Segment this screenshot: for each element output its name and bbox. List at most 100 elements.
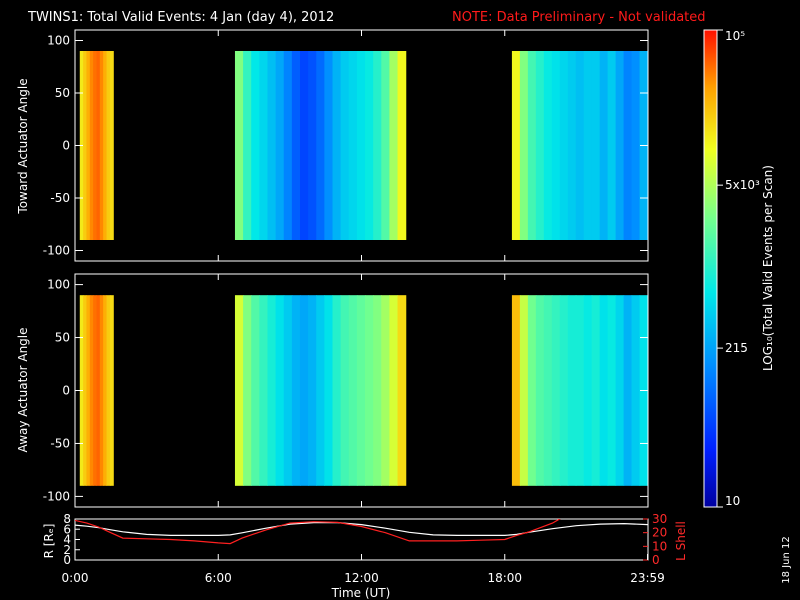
heatmap-cell [559, 295, 569, 486]
heatmap-cell [324, 51, 334, 240]
heatmap-cell [535, 295, 545, 486]
toward-heatmap-panel: 100 50 0 -50 -100 Toward Actuator Angle [16, 29, 649, 262]
heatmap-cell [299, 295, 309, 486]
heatmap-cell [251, 51, 260, 240]
preliminary-note: NOTE: Data Preliminary - Not validated [452, 10, 706, 25]
toward-y-axis-label: Toward Actuator Angle [16, 78, 30, 214]
heatmap-cell [381, 51, 391, 240]
heatmap-cell [389, 51, 399, 240]
colorbar-tick-label: 10⁵ [725, 29, 745, 43]
heatmap-cell [275, 51, 285, 240]
heatmap-cell [559, 51, 569, 240]
y-tick-label: -100 [43, 244, 70, 258]
heatmap-cell [348, 295, 358, 486]
heatmap-cell [83, 295, 88, 486]
colorbar-frame [703, 29, 718, 508]
heatmap-cell [591, 51, 601, 240]
heatmap-cell [631, 295, 641, 486]
l-shell-series-line [75, 519, 561, 545]
heatmap-cell [234, 295, 244, 486]
r-tick-label: 0 [63, 553, 71, 567]
away-heatmap-cells [79, 295, 649, 486]
colorbar-gradient [704, 30, 717, 507]
l-shell-tick-label: 10 [652, 539, 667, 553]
heatmap-cell [259, 51, 269, 240]
heatmap-cell [535, 51, 545, 240]
y-tick-label: 0 [62, 139, 70, 153]
x-tick-label: 18:00 [487, 571, 522, 585]
heatmap-cell [89, 295, 94, 486]
heatmap-cell [381, 295, 391, 486]
y-tick-label: 0 [62, 384, 70, 398]
heatmap-cell [591, 295, 601, 486]
heatmap-cell [99, 295, 104, 486]
colorbar-label: LOG₁₀(Total Valid Events per Scan) [761, 165, 775, 371]
colorbar-tick-label: 215 [725, 341, 748, 355]
heatmap-cell [308, 51, 317, 240]
heatmap-cell [623, 51, 633, 240]
heatmap-cell [99, 51, 104, 240]
heatmap-cell [251, 295, 260, 486]
r-tick-label: 4 [63, 533, 71, 547]
heatmap-cell [583, 295, 593, 486]
x-tick-label: 12:00 [344, 571, 379, 585]
heatmap-cell [365, 295, 374, 486]
heatmap-cell [348, 51, 358, 240]
away-heatmap-panel: 100 50 0 -50 -100 Away Actuator Angle [16, 273, 649, 508]
heatmap-cell [397, 295, 407, 486]
x-axis-label: Time (UT) [331, 586, 391, 600]
away-y-ticks: 100 50 0 -50 -100 [43, 274, 649, 507]
heatmap-cell [86, 51, 91, 240]
r-axis-label: R [Rₑ] [42, 524, 56, 559]
heatmap-cell [93, 295, 98, 486]
l-shell-tick-label: 30 [652, 512, 667, 526]
heatmap-cell [83, 51, 88, 240]
heatmap-cell [316, 51, 325, 240]
heatmap-cell [623, 295, 633, 486]
colorbar-ticks: 10 215 5x10³ 10⁵ [717, 29, 760, 508]
x-tick-label: 0:00 [62, 571, 89, 585]
y-tick-label: -50 [50, 191, 70, 205]
x-tick-label: 6:00 [205, 571, 232, 585]
heatmap-cell [267, 295, 277, 486]
toward-heatmap-cells [79, 51, 649, 240]
heatmap-cell [575, 295, 585, 486]
heatmap-cell [599, 51, 609, 240]
r-tick-label: 8 [63, 512, 71, 526]
heatmap-cell [551, 51, 561, 240]
heatmap-cell [631, 51, 641, 240]
heatmap-cell [356, 295, 366, 486]
heatmap-cell [103, 295, 108, 486]
heatmap-cell [340, 295, 350, 486]
heatmap-cell [511, 295, 521, 486]
y-tick-label: -50 [50, 436, 70, 450]
y-tick-label: 50 [55, 331, 70, 345]
toward-y-ticks: 100 50 0 -50 -100 [43, 30, 649, 261]
l-shell-tick-label: 20 [652, 526, 667, 540]
r-tick-label: 2 [63, 543, 71, 557]
heatmap-cell [551, 295, 561, 486]
heatmap-cell [356, 51, 366, 240]
x-tick-label: 23:59 [630, 571, 665, 585]
heatmap-cell [615, 51, 625, 240]
heatmap-cell [373, 51, 382, 240]
heatmap-cell [275, 295, 285, 486]
y-tick-label: -100 [43, 489, 70, 503]
heatmap-cell [519, 51, 529, 240]
heatmap-cell [324, 295, 334, 486]
y-tick-label: 100 [47, 34, 70, 48]
heatmap-cell [340, 51, 350, 240]
heatmap-cell [543, 51, 553, 240]
heatmap-cell [373, 295, 382, 486]
heatmap-cell [109, 295, 114, 486]
heatmap-cell [299, 51, 309, 240]
heatmap-cell [527, 295, 537, 486]
l-shell-axis-label: L Shell [674, 521, 688, 561]
heatmap-cell [103, 51, 108, 240]
heatmap-cell [93, 51, 98, 240]
l-shell-tick-label: 0 [652, 553, 660, 567]
colorbar: 10 215 5x10³ 10⁵ LOG₁₀(Total Valid Events p… [703, 29, 775, 508]
heatmap-cell [308, 295, 317, 486]
